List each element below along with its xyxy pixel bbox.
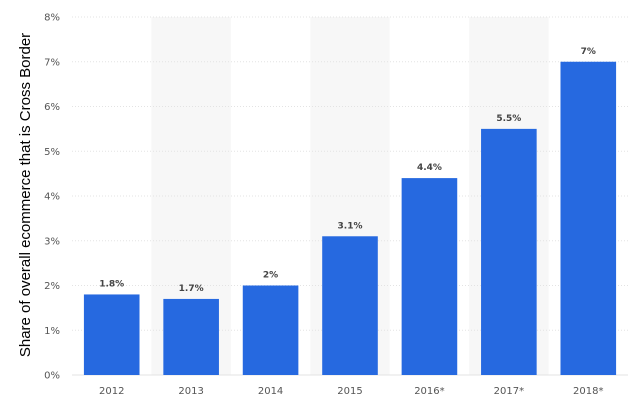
x-tick-label: 2017*	[494, 386, 524, 397]
y-axis-title: Share of overall ecommerce that is Cross…	[17, 33, 34, 357]
y-tick-label: 8%	[44, 13, 60, 24]
bar	[83, 294, 140, 375]
data-labels: 1.8% 1.7% 2% 3.1% 4.4% 5.5% 7%	[99, 47, 596, 294]
y-tick-label: 2%	[44, 281, 60, 292]
x-tick-label: 2014	[258, 386, 283, 397]
x-tick-label: 2018*	[573, 386, 603, 397]
y-tick-label: 5%	[44, 147, 60, 158]
bar	[163, 298, 219, 375]
data-label: 4.4%	[417, 163, 442, 173]
x-tick-label: 2016*	[414, 386, 444, 397]
x-tick-label: 2012	[99, 386, 124, 397]
y-tick-label: 3%	[44, 236, 60, 247]
y-tick-label: 6%	[44, 102, 60, 113]
x-tick-label: 2015	[337, 386, 362, 397]
y-axis-ticks: 0% 1% 2% 3% 4% 5% 6% 7% 8%	[44, 13, 60, 382]
x-tick-label: 2013	[178, 386, 203, 397]
y-tick-label: 4%	[44, 192, 60, 203]
y-tick-label: 0%	[44, 371, 60, 382]
data-label: 3.1%	[338, 221, 363, 231]
data-label: 2%	[263, 271, 278, 281]
data-label: 7%	[581, 47, 596, 57]
bar	[401, 178, 458, 375]
data-label: 1.8%	[99, 279, 124, 289]
x-axis-ticks: 2012 2013 2014 2015 2016* 2017* 2018*	[99, 386, 604, 397]
data-label: 1.7%	[179, 284, 204, 294]
bar	[322, 236, 378, 375]
bars	[83, 61, 617, 375]
bar	[481, 128, 537, 375]
bar	[242, 285, 299, 375]
bar	[560, 61, 617, 375]
y-tick-label: 1%	[44, 326, 60, 337]
data-label: 5.5%	[496, 114, 521, 124]
y-tick-label: 7%	[44, 57, 60, 68]
